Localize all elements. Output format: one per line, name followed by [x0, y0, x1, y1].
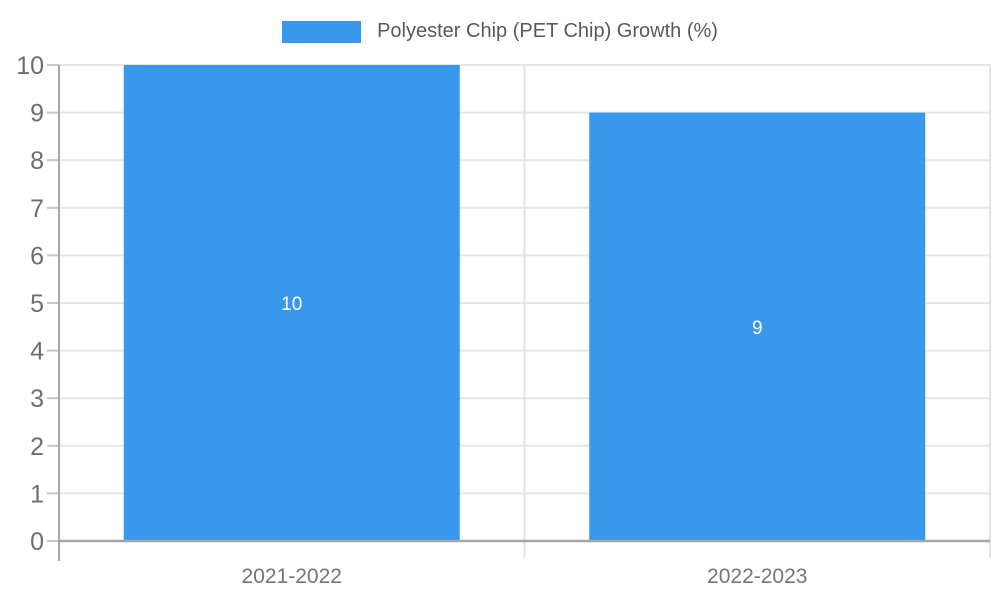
- legend: Polyester Chip (PET Chip) Growth (%): [0, 20, 1000, 43]
- y-tick-label: 7: [30, 195, 44, 223]
- legend-item[interactable]: Polyester Chip (PET Chip) Growth (%): [282, 20, 718, 43]
- y-tick-label: 2: [30, 433, 44, 461]
- y-tick-label: 9: [30, 100, 44, 128]
- legend-swatch: [282, 20, 362, 43]
- bar: [589, 112, 926, 541]
- y-tick-label: 10: [16, 52, 44, 80]
- y-tick-label: 3: [30, 385, 44, 413]
- bar-value-label: 10: [281, 294, 302, 315]
- bar-value-label: 9: [752, 318, 763, 339]
- legend-label: Polyester Chip (PET Chip) Growth (%): [377, 20, 718, 42]
- x-tick-label: 2021-2022: [242, 565, 342, 588]
- y-tick-label: 5: [30, 290, 44, 318]
- y-tick-label: 0: [30, 528, 44, 556]
- y-tick-label: 8: [30, 147, 44, 175]
- bar: [123, 65, 460, 541]
- y-tick-label: 6: [30, 242, 44, 270]
- y-tick-label: 1: [30, 480, 44, 508]
- x-tick-label: 2022-2023: [707, 565, 807, 588]
- y-tick-label: 4: [30, 338, 44, 366]
